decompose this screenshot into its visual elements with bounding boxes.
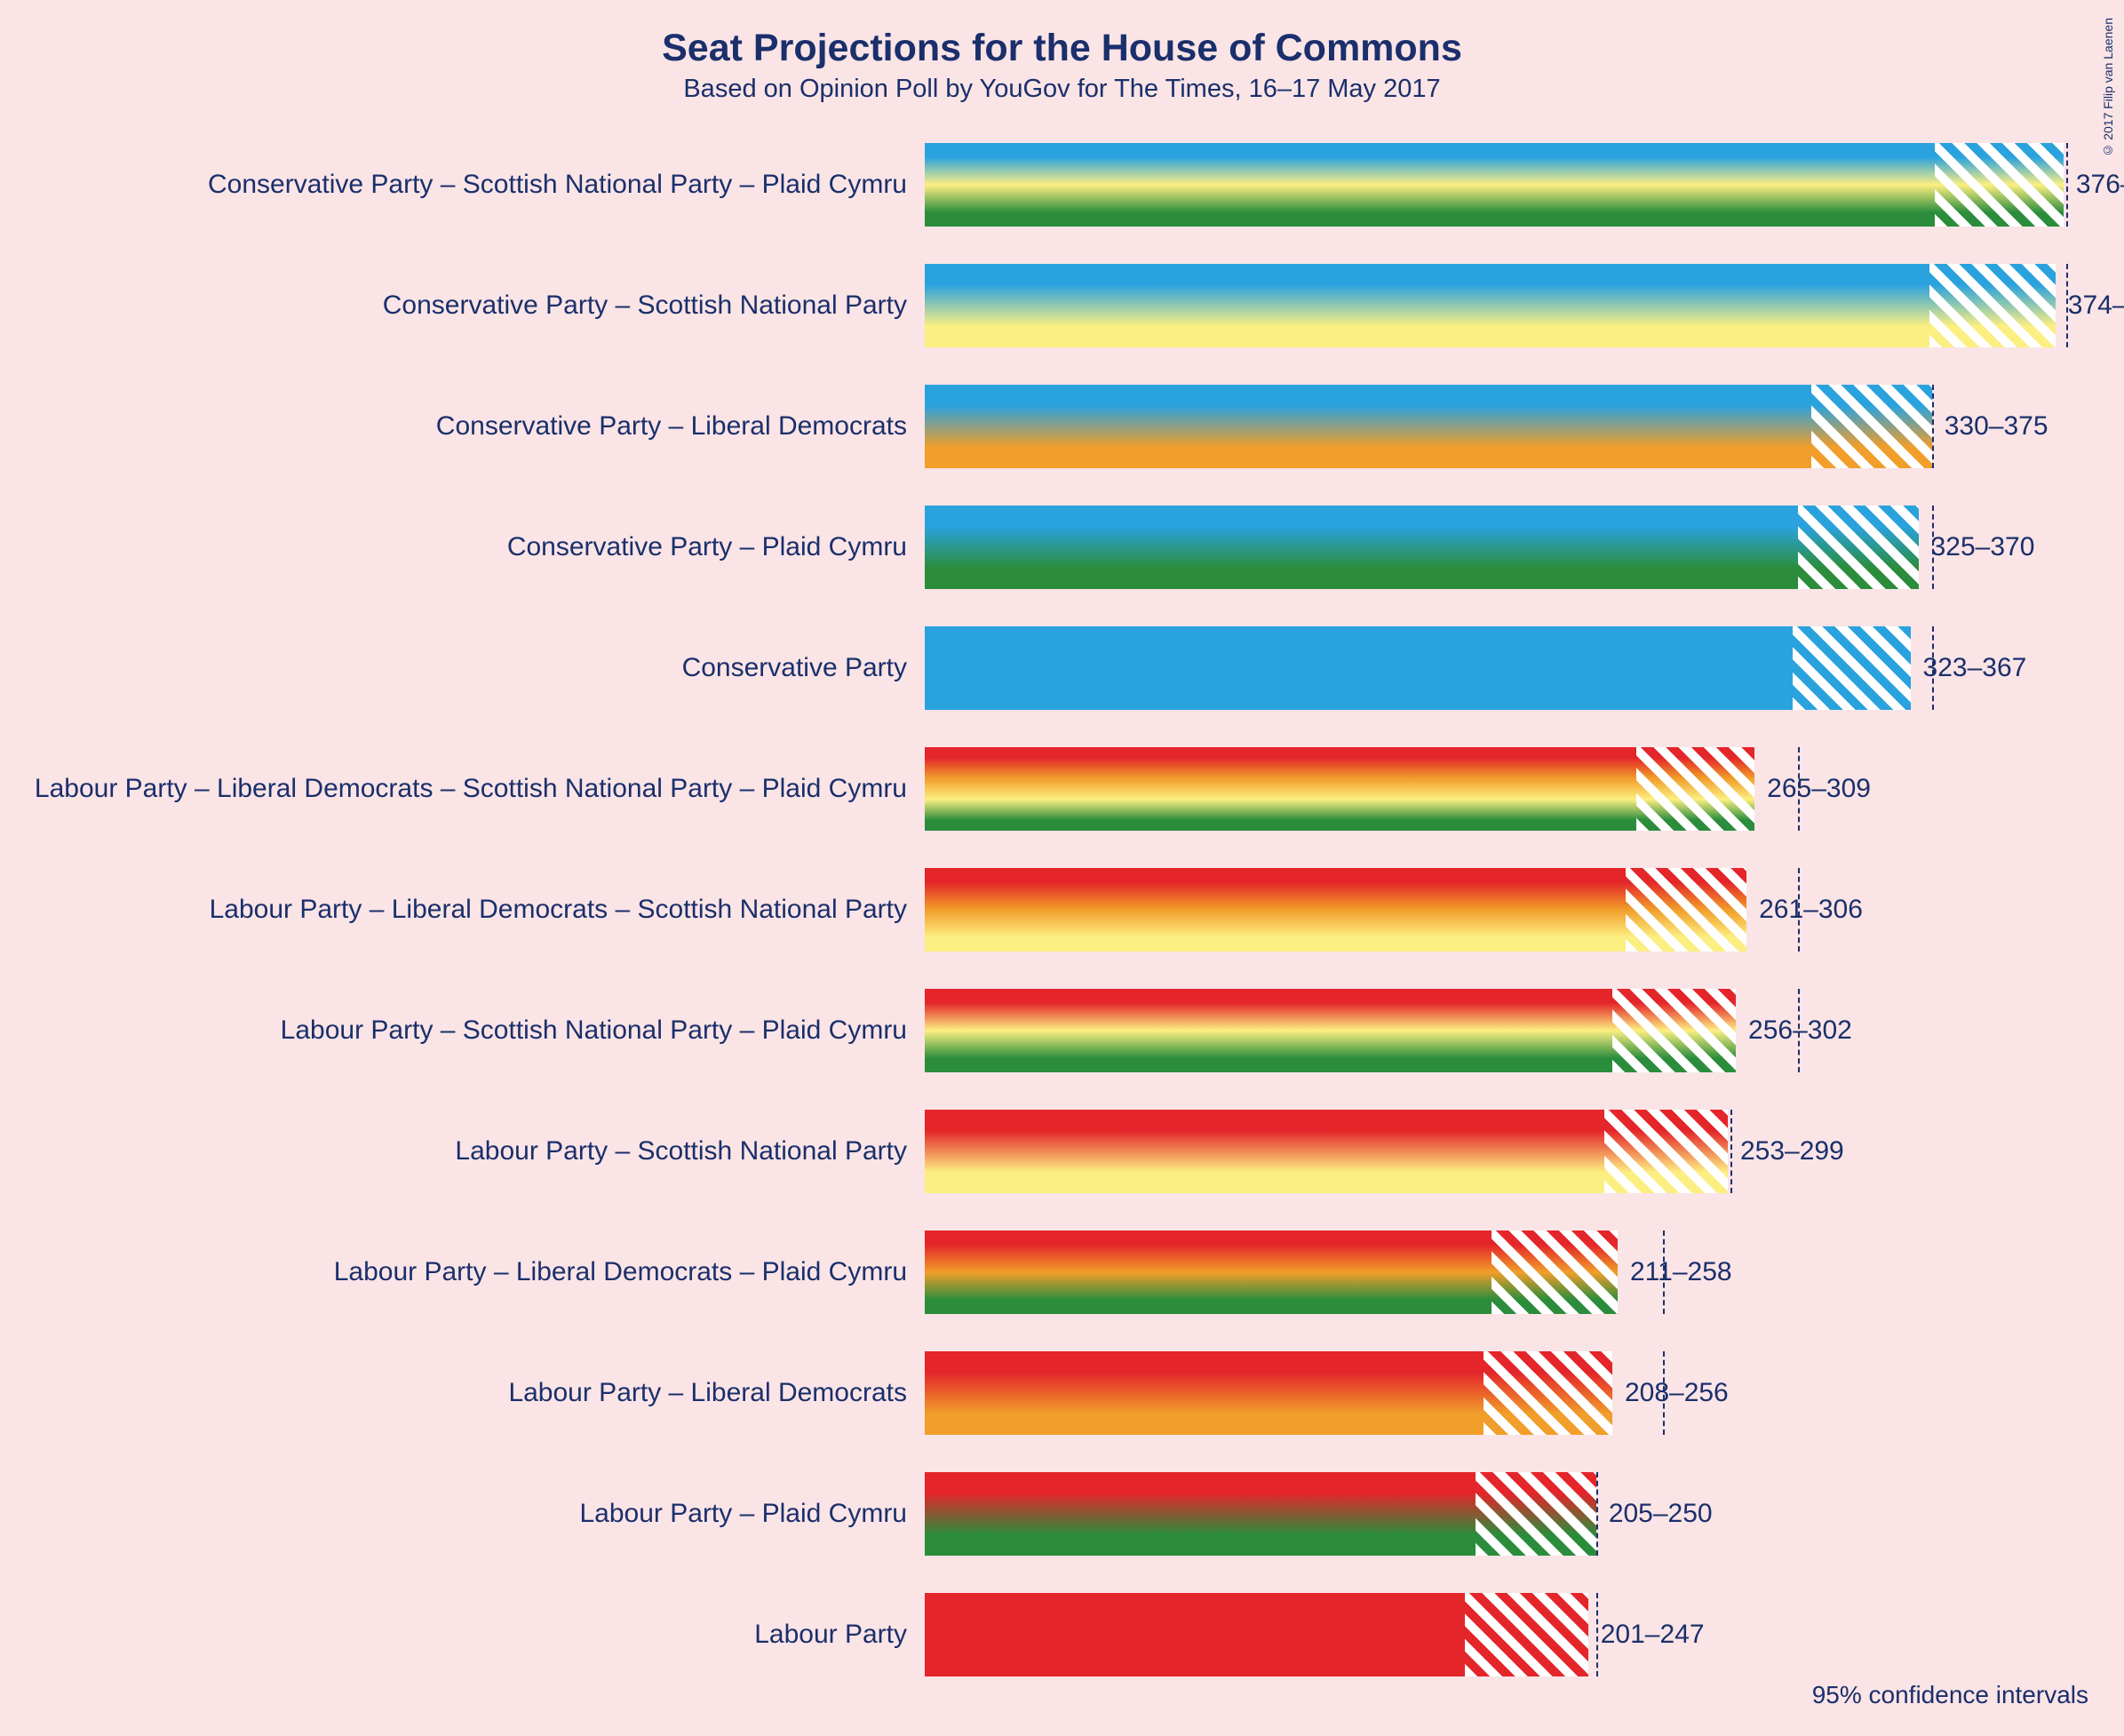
grid-line [1730,1110,1732,1193]
bar-confidence-interval [1465,1593,1588,1676]
value-label: 330–375 [1945,411,2048,442]
bar-solid [925,747,1636,831]
bar-container: 205–250 [925,1472,2080,1556]
bar-container: 211–258 [925,1230,2080,1314]
bar-container: 374–421 [925,264,2080,347]
value-label: 376–424 [2076,170,2124,200]
bar-solid [925,264,1929,347]
grid-line [1596,1472,1598,1556]
value-label: 261–306 [1759,895,1863,925]
bar-solid [925,506,1798,589]
bar-solid [925,1593,1465,1676]
footnote: 95% confidence intervals [1812,1681,2088,1709]
coalition-label: Conservative Party [0,653,907,683]
bar-container: 208–256 [925,1351,2080,1435]
bar-confidence-interval [1935,143,2064,227]
coalition-label: Conservative Party – Liberal Democrats [0,411,907,442]
bar-confidence-interval [1612,989,1736,1072]
bar-confidence-interval [1476,1472,1596,1556]
bar-container: 256–302 [925,989,2080,1072]
bar-solid [925,143,1935,227]
chart-area: Conservative Party – Scottish National P… [0,124,2124,1695]
bar-container: 261–306 [925,868,2080,952]
chart-row: Conservative Party – Liberal Democrats 33… [0,385,2124,468]
value-label: 374–421 [2068,291,2124,321]
bar-confidence-interval [1636,747,1754,831]
value-label: 323–367 [1923,653,2027,683]
coalition-label: Conservative Party – Scottish National P… [0,170,907,200]
grid-line [1596,1593,1598,1676]
chart-row: Conservative Party – Plaid Cymru 325–370 [0,506,2124,589]
bar-confidence-interval [1492,1230,1618,1314]
chart-row: Labour Party – Liberal Democrats 208–256 [0,1351,2124,1435]
bar-container: 325–370 [925,506,2080,589]
value-label: 265–309 [1767,774,1871,804]
chart-title: Seat Projections for the House of Common… [0,27,2124,70]
bar-solid [925,626,1793,710]
grid-line [2066,143,2068,227]
chart-row: Labour Party – Plaid Cymru 205–250 [0,1472,2124,1556]
chart-row: Labour Party – Scottish National Party 25… [0,1110,2124,1193]
coalition-label: Labour Party – Scottish National Party [0,1136,907,1167]
value-label: 325–370 [1931,532,2035,562]
chart-row: Labour Party – Liberal Democrats – Scott… [0,868,2124,952]
value-label: 201–247 [1601,1620,1705,1650]
chart-row: Conservative Party 323–367 [0,626,2124,710]
bar-confidence-interval [1929,264,2056,347]
chart-row: Labour Party – Scottish National Party –… [0,989,2124,1072]
coalition-label: Labour Party [0,1620,907,1650]
chart-row: Conservative Party – Scottish National P… [0,264,2124,347]
bar-confidence-interval [1798,506,1919,589]
coalition-label: Conservative Party – Plaid Cymru [0,532,907,562]
value-label: 208–256 [1625,1378,1729,1408]
bar-solid [925,1472,1476,1556]
value-label: 256–302 [1748,1015,1852,1046]
coalition-label: Labour Party – Plaid Cymru [0,1499,907,1529]
chart-row: Labour Party – Liberal Democrats – Plaid… [0,1230,2124,1314]
chart-row: Labour Party 201–247 [0,1593,2124,1676]
chart-subtitle: Based on Opinion Poll by YouGov for The … [0,75,2124,104]
value-label: 211–258 [1630,1257,1732,1287]
bar-solid [925,1351,1484,1435]
coalition-label: Conservative Party – Scottish National P… [0,291,907,321]
bar-confidence-interval [1811,385,1932,468]
bar-confidence-interval [1793,626,1911,710]
bar-solid [925,989,1612,1072]
bar-container: 201–247 [925,1593,2080,1676]
coalition-label: Labour Party – Liberal Democrats [0,1378,907,1408]
value-label: 205–250 [1609,1499,1713,1529]
bar-container: 323–367 [925,626,2080,710]
grid-line [1932,385,1934,468]
coalition-label: Labour Party – Liberal Democrats – Plaid… [0,1257,907,1287]
bar-container: 253–299 [925,1110,2080,1193]
bar-confidence-interval [1484,1351,1612,1435]
bar-solid [925,1230,1492,1314]
chart-row: Conservative Party – Scottish National P… [0,143,2124,227]
coalition-label: Labour Party – Liberal Democrats – Scott… [0,774,907,804]
value-label: 253–299 [1740,1136,1844,1167]
copyright: © 2017 Filip van Laenen [2101,18,2115,158]
bar-container: 265–309 [925,747,2080,831]
bar-container: 330–375 [925,385,2080,468]
bar-solid [925,1110,1604,1193]
coalition-label: Labour Party – Scottish National Party –… [0,1015,907,1046]
coalition-label: Labour Party – Liberal Democrats – Scott… [0,895,907,925]
bar-confidence-interval [1604,1110,1728,1193]
bar-container: 376–424 [925,143,2080,227]
bar-solid [925,868,1626,952]
chart-row: Labour Party – Liberal Democrats – Scott… [0,747,2124,831]
bar-confidence-interval [1626,868,1746,952]
bar-solid [925,385,1811,468]
